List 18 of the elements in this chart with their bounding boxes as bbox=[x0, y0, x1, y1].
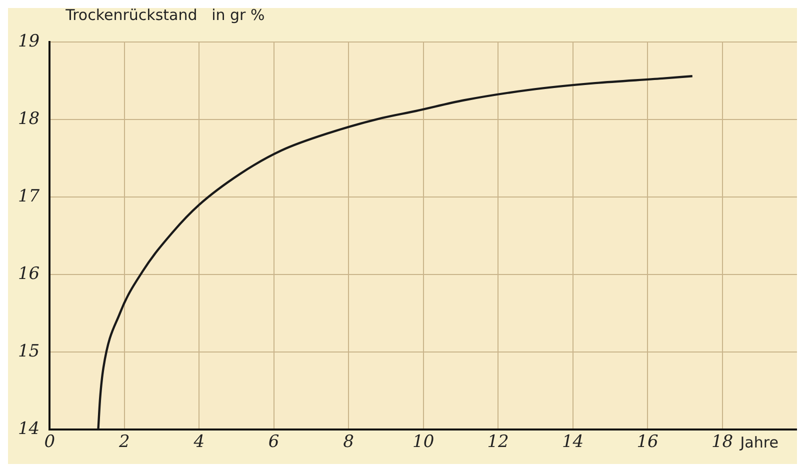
y-tick-label: 14 bbox=[18, 419, 40, 440]
x-tick-label: 8 bbox=[343, 432, 354, 452]
y-tick-label: 17 bbox=[18, 186, 40, 206]
y-tick-label: 16 bbox=[18, 264, 40, 284]
y-tick-label: 19 bbox=[18, 31, 40, 52]
x-tick-label: 2 bbox=[118, 432, 130, 452]
y-tick-label: 18 bbox=[18, 108, 40, 129]
x-tick-label: 14 bbox=[562, 432, 584, 452]
x-tick-label: 6 bbox=[268, 432, 280, 452]
x-tick-label: 16 bbox=[636, 432, 659, 452]
x-tick-label: 0 bbox=[44, 432, 56, 452]
x-tick-label: 10 bbox=[412, 432, 434, 452]
y-axis-title: Trockenrückstand in gr % bbox=[64, 6, 265, 24]
x-axis-title: Jahre bbox=[739, 433, 778, 452]
x-tick-label: 12 bbox=[487, 432, 509, 452]
x-tick-label: 18 bbox=[711, 432, 734, 452]
x-tick-label: 4 bbox=[192, 432, 205, 452]
y-tick-label: 15 bbox=[18, 342, 40, 362]
